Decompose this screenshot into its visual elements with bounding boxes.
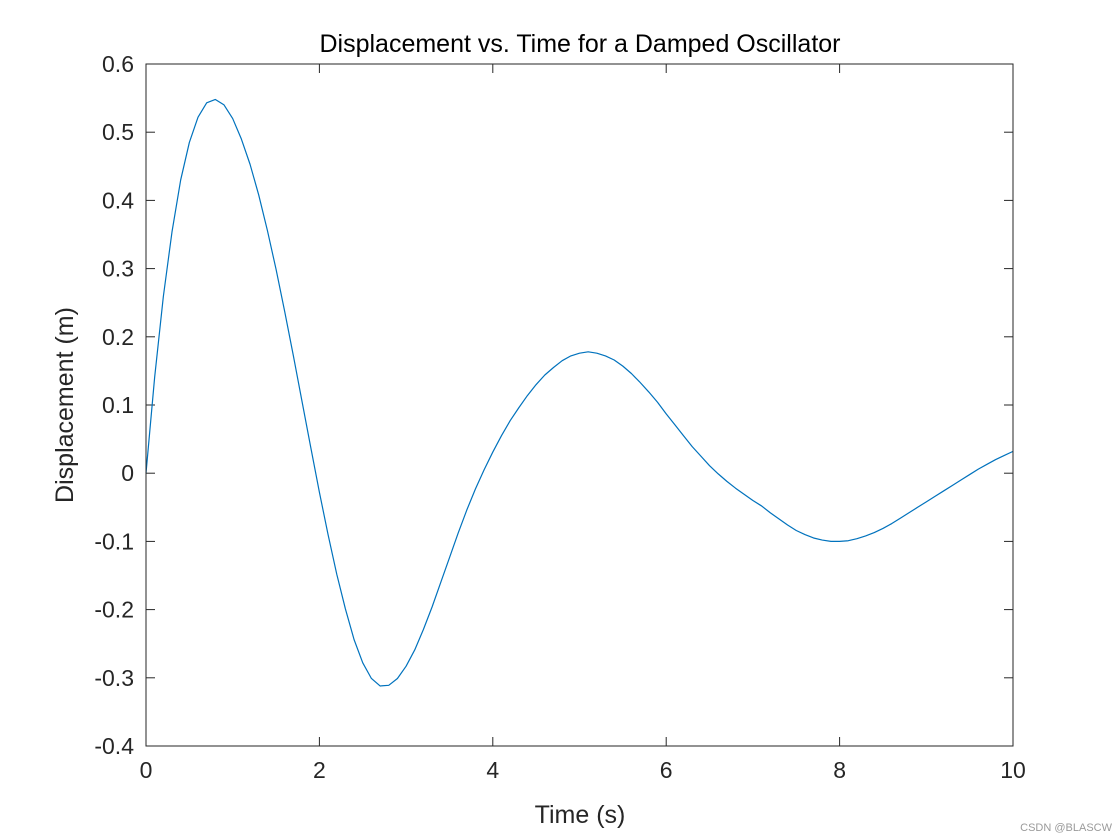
y-tick-label: -0.1 bbox=[94, 528, 134, 554]
y-tick-label: -0.4 bbox=[94, 733, 134, 759]
y-tick-label: 0.3 bbox=[102, 256, 134, 282]
series-layer bbox=[145, 98, 1014, 687]
plot-background bbox=[146, 64, 1013, 746]
y-tick-label: 0.6 bbox=[102, 51, 134, 77]
y-tick-label: 0.2 bbox=[102, 324, 134, 350]
x-tick-label: 10 bbox=[1000, 757, 1026, 783]
y-tick-label: 0.1 bbox=[102, 392, 134, 418]
x-axis-label: Time (s) bbox=[535, 801, 626, 829]
y-tick-label: -0.2 bbox=[94, 597, 134, 623]
x-tick-label: 8 bbox=[833, 757, 846, 783]
y-tick-label: -0.3 bbox=[94, 665, 134, 691]
watermark: CSDN @BLASCW bbox=[1020, 822, 1112, 834]
y-tick-label: 0 bbox=[121, 460, 134, 486]
y-axis-label: Displacement (m) bbox=[51, 307, 79, 503]
axis-tick-labels: 0 2 4 6 8 10 -0.4 -0.3 -0.2 -0.1 0 0.1 0.2 0.3 0.4 0.5 0… bbox=[94, 51, 1025, 783]
x-tick-label: 2 bbox=[313, 757, 326, 783]
plot-box bbox=[145, 63, 1014, 747]
chart-title: Displacement vs. Time for a Damped Oscil… bbox=[319, 30, 840, 58]
x-tick-label: 4 bbox=[486, 757, 499, 783]
series-line-0 bbox=[145, 98, 1014, 687]
x-tick-label: 0 bbox=[140, 757, 153, 783]
x-tick-label: 6 bbox=[660, 757, 673, 783]
y-tick-label: 0.5 bbox=[102, 119, 134, 145]
y-tick-label: 0.4 bbox=[102, 187, 134, 213]
